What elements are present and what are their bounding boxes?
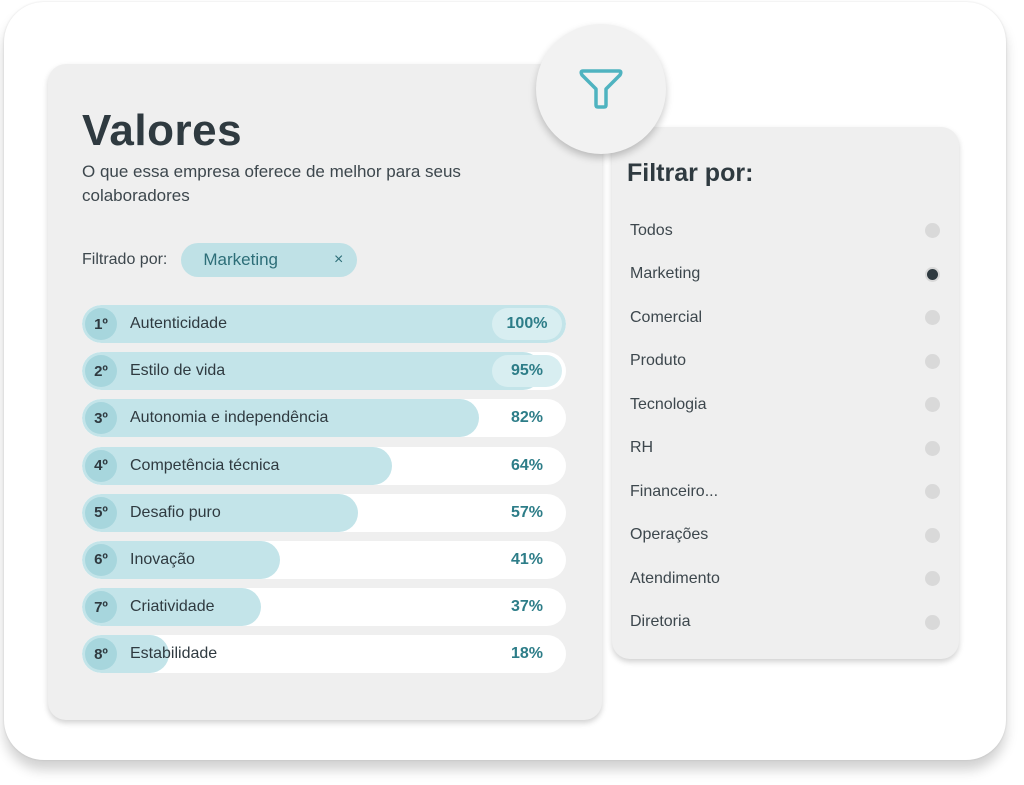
radio-dot[interactable] [925, 223, 940, 239]
rank-fill [82, 446, 392, 485]
active-filter-label: Marketing [203, 250, 279, 269]
filter-option-label: Marketing [630, 265, 701, 283]
rank-percent: 64% [510, 456, 544, 474]
rank-fill [82, 493, 358, 532]
rank-label: Estabilidade [130, 645, 218, 663]
filter-option-produto[interactable]: Produto [630, 340, 942, 384]
rank-row: 1º Autenticidade 100% [82, 305, 566, 343]
rank-row: 5º Desafio puro 57% [82, 493, 566, 532]
rank-label: Autonomia e independência [130, 409, 329, 427]
filter-option-diretoria[interactable]: Diretoria [630, 601, 942, 645]
rank-percent-wrap: 95% [492, 355, 562, 388]
rank-label: Criatividade [130, 598, 215, 616]
rank-fill [82, 352, 542, 391]
close-icon[interactable]: × [334, 251, 344, 268]
rank-row: 4º Competência técnica 64% [82, 446, 566, 485]
radio-dot[interactable] [925, 310, 940, 326]
rank-percent: 57% [510, 503, 544, 521]
filter-toggle-button[interactable] [536, 24, 666, 154]
values-title: Valores [82, 106, 243, 155]
rank-fill [82, 399, 479, 438]
filter-option-label: Produto [630, 352, 687, 370]
rank-percent-wrap: 100% [492, 308, 562, 340]
filter-label: Filtrado por: [82, 251, 168, 268]
rank-badge: 6º [85, 543, 117, 576]
rank-label: Desafio puro [130, 503, 221, 521]
filter-option-label: Atendimento [630, 569, 720, 587]
filter-panel: Filtrar por: Todos Marketing Comercial P… [612, 127, 959, 659]
rank-percent: 41% [510, 550, 544, 568]
radio-dot[interactable] [925, 527, 940, 543]
values-ranking-list: 1º Autenticidade 100% 2º Estilo de vida … [82, 305, 566, 683]
filter-option-operacoes[interactable]: Operações [630, 514, 942, 558]
rank-percent: 100% [506, 315, 548, 332]
active-filter-chip[interactable]: Marketing × [181, 243, 358, 277]
rank-label: Competência técnica [130, 456, 280, 474]
filter-option-marketing[interactable]: Marketing [630, 253, 942, 297]
rank-label: Estilo de vida [130, 362, 226, 380]
active-filter-row: Filtrado por: Marketing × [82, 243, 358, 277]
rank-percent-wrap: 82% [492, 402, 562, 434]
filter-option-tecnologia[interactable]: Tecnologia [630, 383, 942, 427]
rank-row: 6º Inovação 41% [82, 540, 566, 579]
rank-fill [82, 305, 566, 343]
rank-badge: 3º [85, 402, 117, 435]
rank-percent: 18% [510, 645, 544, 663]
rank-row: 7º Criatividade 37% [82, 588, 566, 627]
rank-percent-wrap: 64% [492, 450, 562, 482]
rank-badge: 7º [85, 591, 117, 624]
rank-percent: 82% [510, 409, 544, 427]
rank-percent-wrap: 37% [492, 591, 562, 623]
filter-option-label: Comercial [630, 308, 703, 326]
rank-percent-wrap: 57% [492, 497, 562, 529]
filter-option-label: Operações [630, 526, 709, 544]
filter-option-label: Todos [630, 221, 673, 239]
rank-percent-wrap: 41% [492, 544, 562, 576]
filter-option-label: RH [630, 439, 654, 457]
radio-dot[interactable] [925, 484, 940, 500]
rank-badge: 2º [85, 355, 117, 388]
filter-option-todos[interactable]: Todos [630, 209, 942, 253]
radio-dot[interactable] [925, 571, 940, 587]
values-panel: Valores O que essa empresa oferece de me… [48, 64, 602, 720]
rank-label: Inovação [130, 550, 195, 568]
radio-dot[interactable] [925, 353, 940, 369]
rank-badge: 1º [85, 308, 117, 340]
rank-badge: 4º [85, 449, 117, 482]
filter-options-list: Todos Marketing Comercial Produto Tecnol… [630, 209, 942, 644]
filter-option-label: Diretoria [630, 613, 691, 631]
rank-row: 8º Estabilidade 18% [82, 635, 566, 674]
funnel-icon [579, 69, 623, 109]
values-subtitle: O que essa empresa oferece de melhor par… [82, 162, 461, 205]
rank-row: 2º Estilo de vida 95% [82, 352, 566, 391]
filter-option-financeiro[interactable]: Financeiro... [630, 470, 942, 514]
filter-option-atendimento[interactable]: Atendimento [630, 557, 942, 601]
rank-percent-wrap: 18% [492, 638, 562, 670]
rank-badge: 5º [85, 496, 117, 529]
filter-option-label: Tecnologia [630, 395, 707, 413]
rank-percent: 95% [510, 362, 544, 380]
radio-dot[interactable] [925, 440, 940, 456]
radio-dot[interactable] [925, 614, 940, 630]
filter-option-label: Financeiro... [630, 482, 719, 500]
filter-panel-title: Filtrar por: [627, 159, 754, 187]
rank-row: 3º Autonomia e independência 82% [82, 399, 566, 438]
rank-badge: 8º [85, 638, 117, 671]
radio-dot[interactable] [925, 397, 940, 413]
rank-label: Autenticidade [130, 315, 227, 332]
filter-option-rh[interactable]: RH [630, 427, 942, 471]
filter-option-comercial[interactable]: Comercial [630, 296, 942, 340]
radio-dot-selected[interactable] [927, 268, 938, 280]
rank-percent: 37% [510, 598, 544, 616]
